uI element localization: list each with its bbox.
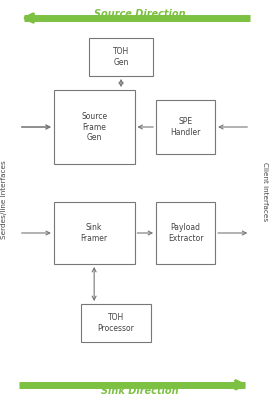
Bar — [89, 38, 153, 76]
Text: TOH
Gen: TOH Gen — [113, 47, 129, 67]
Bar — [81, 304, 151, 342]
Text: Serdes/line Interfaces: Serdes/line Interfaces — [1, 161, 7, 239]
Text: SPE
Handler: SPE Handler — [171, 117, 201, 137]
Text: Sink Direction: Sink Direction — [101, 386, 179, 396]
Text: Source
Frame
Gen: Source Frame Gen — [81, 112, 107, 142]
Bar — [54, 202, 134, 264]
Text: Sink
Framer: Sink Framer — [81, 223, 108, 243]
Text: TOH
Processor: TOH Processor — [97, 313, 134, 333]
Text: Payload
Extractor: Payload Extractor — [168, 223, 203, 243]
Bar — [54, 90, 134, 164]
Text: Source Direction: Source Direction — [94, 9, 186, 19]
Bar — [156, 202, 215, 264]
Bar — [156, 100, 215, 154]
Text: Client interfaces: Client interfaces — [262, 162, 268, 222]
